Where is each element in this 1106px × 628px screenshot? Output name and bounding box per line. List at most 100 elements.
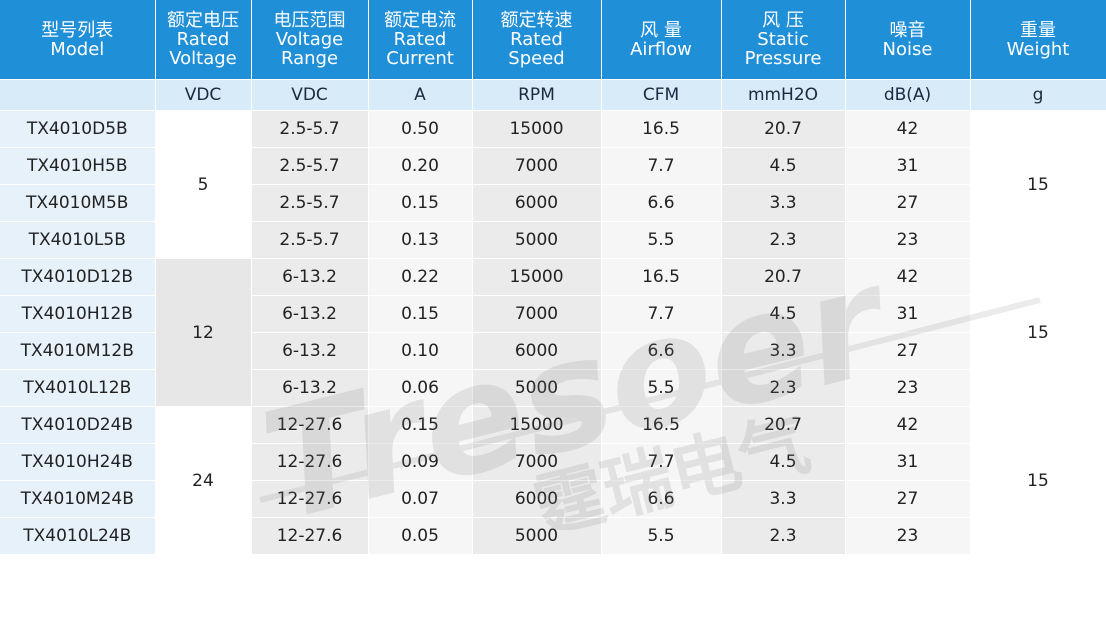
speed-cell: 7000 — [472, 295, 602, 333]
header-airflow-cn: 风 量 — [640, 19, 682, 41]
noise-cell: 23 — [845, 369, 971, 407]
noise-cell: 42 — [845, 258, 971, 296]
model-cell: TX4010M5B — [0, 184, 156, 222]
airflow-cell: 16.5 — [601, 258, 722, 296]
voltage-range-cell: 6-13.2 — [251, 258, 369, 296]
header-rated-current-en-1: Rated — [393, 29, 447, 50]
header-row: 型号列表 Model 额定电压 Rated Voltage 电压范围 Volta… — [0, 0, 1106, 80]
header-model-en: Model — [50, 38, 105, 60]
voltage-range-cell: 6-13.2 — [251, 332, 369, 370]
header-rated-current-cn: 额定电流 — [384, 10, 456, 31]
voltage-range-cell: 2.5-5.7 — [251, 110, 369, 148]
current-cell: 0.15 — [368, 184, 473, 222]
current-cell: 0.05 — [368, 517, 473, 555]
current-cell: 0.20 — [368, 147, 473, 185]
voltage-range-cell: 12-27.6 — [251, 480, 369, 518]
unit-voltage-range: VDC — [251, 79, 369, 111]
airflow-cell: 16.5 — [601, 406, 722, 444]
rated-voltage-cell: 12 — [155, 258, 252, 407]
pressure-cell: 2.3 — [721, 369, 846, 407]
current-cell: 0.50 — [368, 110, 473, 148]
header-rated-speed-en-2: Speed — [508, 48, 565, 69]
header-weight: 重量 Weight — [970, 0, 1106, 80]
current-cell: 0.06 — [368, 369, 473, 407]
unit-rated-voltage: VDC — [155, 79, 252, 111]
voltage-range-cell: 2.5-5.7 — [251, 147, 369, 185]
airflow-cell: 6.6 — [601, 480, 722, 518]
airflow-cell: 5.5 — [601, 517, 722, 555]
noise-cell: 31 — [845, 443, 971, 481]
unit-rated-current: A — [368, 79, 473, 111]
current-cell: 0.15 — [368, 406, 473, 444]
header-model: 型号列表 Model — [0, 0, 156, 80]
noise-cell: 27 — [845, 332, 971, 370]
model-cell: TX4010H12B — [0, 295, 156, 333]
rated-voltage-cell: 5 — [155, 110, 252, 259]
table-row: TX4010L5B 2.5-5.7 0.13 5000 5.5 2.3 23 — [0, 221, 1106, 259]
current-cell: 0.15 — [368, 295, 473, 333]
pressure-cell: 4.5 — [721, 295, 846, 333]
speed-cell: 5000 — [472, 517, 602, 555]
pressure-cell: 3.3 — [721, 480, 846, 518]
pressure-cell: 4.5 — [721, 147, 846, 185]
header-airflow-en: Airflow — [630, 38, 692, 60]
voltage-group-5v: TX4010D5B 5 2.5-5.7 0.50 15000 16.5 20.7… — [0, 110, 1106, 259]
voltage-range-cell: 6-13.2 — [251, 369, 369, 407]
model-cell: TX4010L12B — [0, 369, 156, 407]
noise-cell: 31 — [845, 147, 971, 185]
voltage-range-cell: 6-13.2 — [251, 295, 369, 333]
table-row: TX4010D24B 24 12-27.6 0.15 15000 16.5 20… — [0, 406, 1106, 555]
unit-noise: dB(A) — [845, 79, 971, 111]
pressure-cell: 20.7 — [721, 110, 846, 148]
table-row: TX4010M12B 6-13.2 0.10 6000 6.6 3.3 27 — [0, 332, 1106, 370]
header-weight-cn: 重量 — [1020, 19, 1056, 41]
speed-cell: 6000 — [472, 184, 602, 222]
header-noise-en: Noise — [882, 38, 933, 60]
header-airflow: 风 量 Airflow — [601, 0, 722, 80]
current-cell: 0.13 — [368, 221, 473, 259]
header-static-pressure-en-1: Static — [757, 29, 809, 50]
model-cell: TX4010H5B — [0, 147, 156, 185]
airflow-cell: 6.6 — [601, 332, 722, 370]
header-rated-voltage: 额定电压 Rated Voltage — [155, 0, 252, 80]
header-rated-voltage-cn: 额定电压 — [167, 10, 239, 31]
header-rated-speed: 额定转速 Rated Speed — [472, 0, 602, 80]
speed-cell: 5000 — [472, 221, 602, 259]
noise-cell: 23 — [845, 517, 971, 555]
noise-cell: 23 — [845, 221, 971, 259]
header-voltage-range-en-1: Voltage — [275, 29, 344, 50]
model-cell: TX4010L5B — [0, 221, 156, 259]
voltage-range-cell: 2.5-5.7 — [251, 184, 369, 222]
header-static-pressure: 风 压 Static Pressure — [721, 0, 846, 80]
speed-cell: 15000 — [472, 406, 602, 444]
rated-voltage-cell: 24 — [155, 406, 252, 555]
table-row: TX4010H12B 6-13.2 0.15 7000 7.7 4.5 31 — [0, 295, 1106, 333]
model-cell: TX4010H24B — [0, 443, 156, 481]
noise-cell: 31 — [845, 295, 971, 333]
speed-cell: 6000 — [472, 332, 602, 370]
airflow-cell: 5.5 — [601, 221, 722, 259]
voltage-range-cell: 12-27.6 — [251, 406, 369, 444]
header-noise-cn: 噪音 — [889, 19, 926, 41]
header-weight-en: Weight — [1006, 38, 1070, 60]
current-cell: 0.09 — [368, 443, 473, 481]
unit-rated-speed: RPM — [472, 79, 602, 111]
model-cell: TX4010D24B — [0, 406, 156, 444]
header-static-pressure-en-2: Pressure — [744, 48, 822, 69]
pressure-cell: 2.3 — [721, 221, 846, 259]
speed-cell: 15000 — [472, 110, 602, 148]
noise-cell: 42 — [845, 110, 971, 148]
unit-airflow: CFM — [601, 79, 722, 111]
unit-static-pressure: mmH2O — [721, 79, 846, 111]
table-row: TX4010D12B 12 6-13.2 0.22 15000 16.5 20.… — [0, 258, 1106, 407]
weight-cell: 15 — [970, 258, 1106, 407]
noise-cell: 27 — [845, 184, 971, 222]
header-voltage-range-en-2: Range — [280, 48, 339, 69]
table-row: TX4010M24B 12-27.6 0.07 6000 6.6 3.3 27 — [0, 480, 1106, 518]
airflow-cell: 5.5 — [601, 369, 722, 407]
noise-cell: 27 — [845, 480, 971, 518]
table-row: TX4010L12B 6-13.2 0.06 5000 5.5 2.3 23 — [0, 369, 1106, 407]
current-cell: 0.22 — [368, 258, 473, 296]
pressure-cell: 20.7 — [721, 258, 846, 296]
table-row: TX4010L24B 12-27.6 0.05 5000 5.5 2.3 23 — [0, 517, 1106, 555]
